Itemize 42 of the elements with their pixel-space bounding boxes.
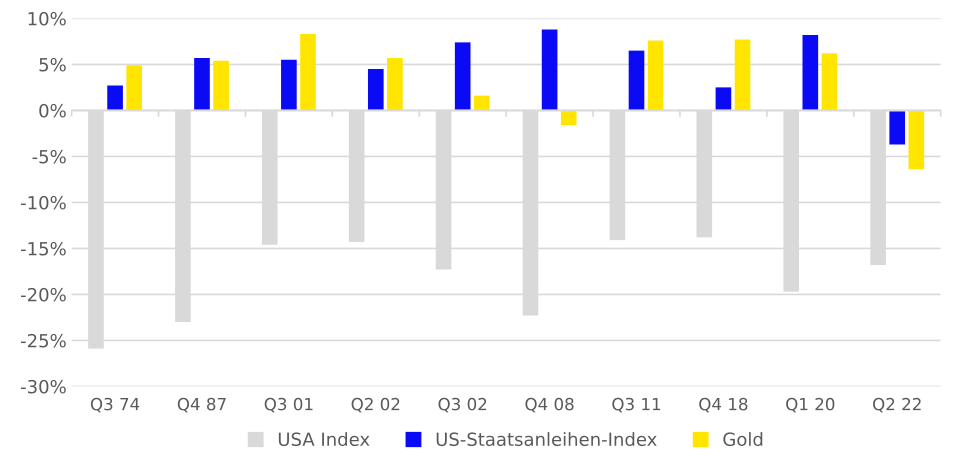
bar bbox=[368, 69, 384, 110]
bar bbox=[822, 53, 838, 110]
y-tick-label: -30% bbox=[21, 380, 66, 394]
bar bbox=[542, 29, 558, 110]
x-tick-label: Q3 02 bbox=[438, 398, 486, 412]
bar bbox=[387, 58, 403, 110]
x-tick-label: Q4 08 bbox=[525, 398, 574, 412]
bar bbox=[648, 40, 664, 110]
y-tick-label: -20% bbox=[21, 288, 66, 302]
bar bbox=[802, 34, 818, 110]
y-tick-label: -15% bbox=[21, 242, 66, 256]
bar bbox=[474, 96, 490, 110]
legend-label: Gold bbox=[723, 432, 762, 446]
bar bbox=[454, 42, 471, 110]
x-tick-label: Q4 18 bbox=[699, 398, 748, 412]
x-tick-label: Q2 22 bbox=[873, 398, 921, 412]
y-tick-label: -10% bbox=[21, 196, 66, 210]
y-tick-label: 0% bbox=[39, 104, 66, 118]
x-tick-label: Q1 20 bbox=[786, 398, 834, 412]
x-tick-label: Q4 87 bbox=[178, 398, 226, 412]
y-tick-label: -25% bbox=[21, 334, 66, 348]
x-tick-label: Q2 02 bbox=[352, 398, 400, 412]
bar bbox=[194, 58, 210, 110]
bar bbox=[126, 65, 142, 110]
bar bbox=[300, 34, 316, 110]
bar bbox=[560, 110, 577, 126]
x-tick-label: Q3 74 bbox=[90, 398, 140, 412]
legend-label: USA Index bbox=[278, 432, 370, 446]
bar bbox=[281, 60, 297, 110]
y-tick-label: -5% bbox=[32, 150, 66, 164]
x-tick-label: Q3 01 bbox=[264, 398, 312, 412]
y-tick-label: 10% bbox=[28, 12, 66, 26]
legend-label: US-Staatsanleihen-Index bbox=[436, 432, 657, 446]
y-tick-label: 5% bbox=[40, 58, 66, 72]
bar bbox=[716, 87, 732, 110]
bar bbox=[734, 40, 750, 110]
bar bbox=[107, 86, 123, 110]
bar bbox=[889, 110, 906, 144]
bar bbox=[213, 60, 229, 110]
bar bbox=[908, 110, 924, 170]
x-tick-label: Q3 11 bbox=[612, 398, 660, 412]
bar bbox=[628, 50, 644, 110]
